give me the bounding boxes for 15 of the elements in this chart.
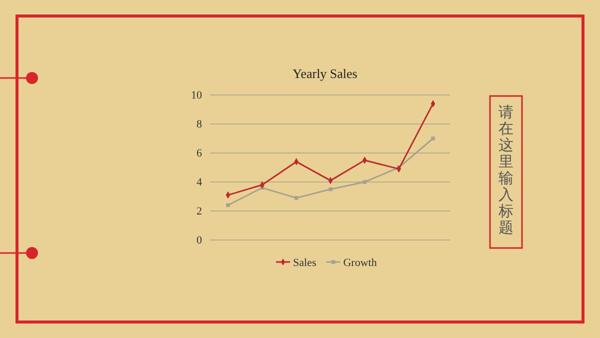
y-tick-label: 6 <box>196 148 202 160</box>
legend-label: Sales <box>293 257 316 269</box>
chart-title: Yearly Sales <box>292 66 358 81</box>
y-tick-label: 4 <box>196 176 202 189</box>
legend-label: Growth <box>343 257 378 269</box>
y-tick-label: 2 <box>196 206 202 218</box>
text: 请在这里输入标题 <box>498 103 514 236</box>
point <box>431 136 435 140</box>
y-tick-label: 10 <box>191 90 202 102</box>
point <box>294 196 298 200</box>
y-tick-label: 8 <box>196 118 202 131</box>
y-tick-label: 0 <box>196 234 202 247</box>
point <box>226 203 230 208</box>
point <box>328 187 332 192</box>
point <box>362 180 367 184</box>
